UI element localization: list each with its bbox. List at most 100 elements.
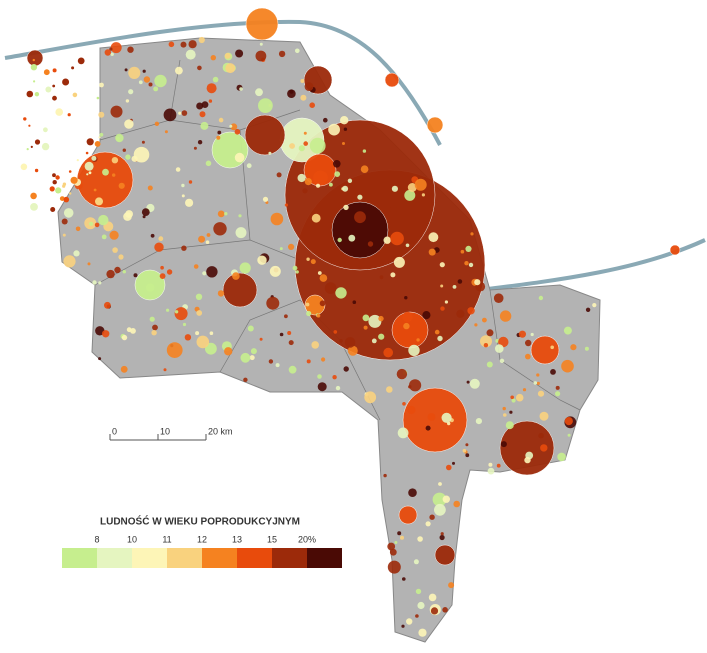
bubble (30, 145, 33, 148)
bubble (126, 327, 132, 333)
bubble (73, 250, 80, 257)
bubble (530, 332, 534, 337)
bubble (50, 207, 56, 212)
bubble (239, 262, 251, 274)
bubble (432, 492, 447, 507)
bubble (390, 206, 397, 214)
scale-bar: 0 10 20 km (109, 426, 233, 441)
bubble (331, 201, 389, 259)
bubble (429, 514, 435, 520)
legend-swatch (167, 548, 202, 568)
bubble (71, 66, 75, 70)
bubble (138, 80, 143, 85)
bubble (160, 265, 164, 270)
bubble (208, 99, 213, 103)
bubble (319, 300, 326, 307)
bubble (166, 342, 183, 358)
bubble (397, 531, 402, 536)
bubble (181, 110, 188, 116)
bubble (68, 170, 72, 173)
bubble (205, 342, 217, 355)
bubble (343, 127, 348, 131)
bubble (270, 212, 284, 226)
bubble (511, 398, 516, 403)
bubble (120, 365, 128, 373)
bubble (453, 500, 461, 508)
bubble (99, 132, 104, 137)
bubble (363, 325, 368, 330)
bubble (133, 273, 138, 278)
bubble (288, 340, 294, 346)
bubble (309, 102, 316, 108)
bubble (334, 171, 341, 178)
bubble (240, 352, 251, 363)
bubble (486, 329, 494, 337)
bubble (434, 503, 446, 516)
bubble (224, 347, 233, 356)
bubble (255, 50, 267, 62)
bubble (466, 380, 470, 384)
bubble (426, 116, 444, 134)
bubble (148, 82, 153, 87)
bubble (284, 203, 288, 207)
bubble (164, 130, 168, 134)
bubble (188, 40, 197, 49)
bubble (143, 76, 151, 83)
bubble (428, 232, 439, 243)
bubble (306, 359, 311, 364)
bubble (371, 338, 377, 344)
bubble (550, 345, 554, 350)
bubble (475, 418, 482, 425)
bubble (352, 300, 357, 305)
bubble (503, 413, 507, 417)
bubble (141, 208, 150, 217)
bubble (163, 108, 177, 122)
bubble (89, 221, 94, 226)
bubble (195, 293, 203, 300)
bubble (537, 390, 545, 397)
bubble (536, 381, 540, 385)
bubble (109, 230, 119, 240)
bubble (217, 210, 225, 218)
bubble (181, 183, 185, 188)
bubble (317, 382, 327, 392)
bubble (441, 412, 452, 423)
bubble (209, 331, 214, 336)
bubble (30, 63, 38, 71)
bubble (122, 148, 127, 152)
bubble (440, 532, 444, 536)
bubble (52, 95, 57, 101)
bubble (303, 141, 309, 146)
bubble (525, 339, 532, 347)
bubble (311, 341, 320, 349)
bubble (159, 273, 166, 279)
bubble (247, 325, 254, 332)
bubble (269, 265, 281, 277)
bubble (121, 334, 128, 341)
legend-swatch (307, 548, 342, 568)
bubble (390, 272, 396, 278)
bubble (592, 303, 597, 308)
bubble (199, 111, 206, 118)
bubble (106, 269, 115, 279)
bubble (128, 89, 134, 95)
bubble (224, 212, 228, 216)
bubble (397, 427, 409, 439)
bubble (114, 266, 121, 274)
bubble (313, 170, 328, 186)
bubble (342, 185, 349, 192)
bubble (402, 577, 406, 581)
bubble (402, 311, 413, 323)
bubble (502, 406, 506, 411)
bubble (55, 187, 62, 194)
bubble (344, 337, 356, 348)
bubble (196, 310, 203, 316)
bubble (425, 521, 431, 527)
bubble (530, 335, 560, 365)
bubble (278, 50, 286, 58)
bubble (193, 264, 199, 269)
bubble (407, 183, 417, 192)
bubble (465, 443, 469, 447)
bubble (561, 359, 574, 373)
